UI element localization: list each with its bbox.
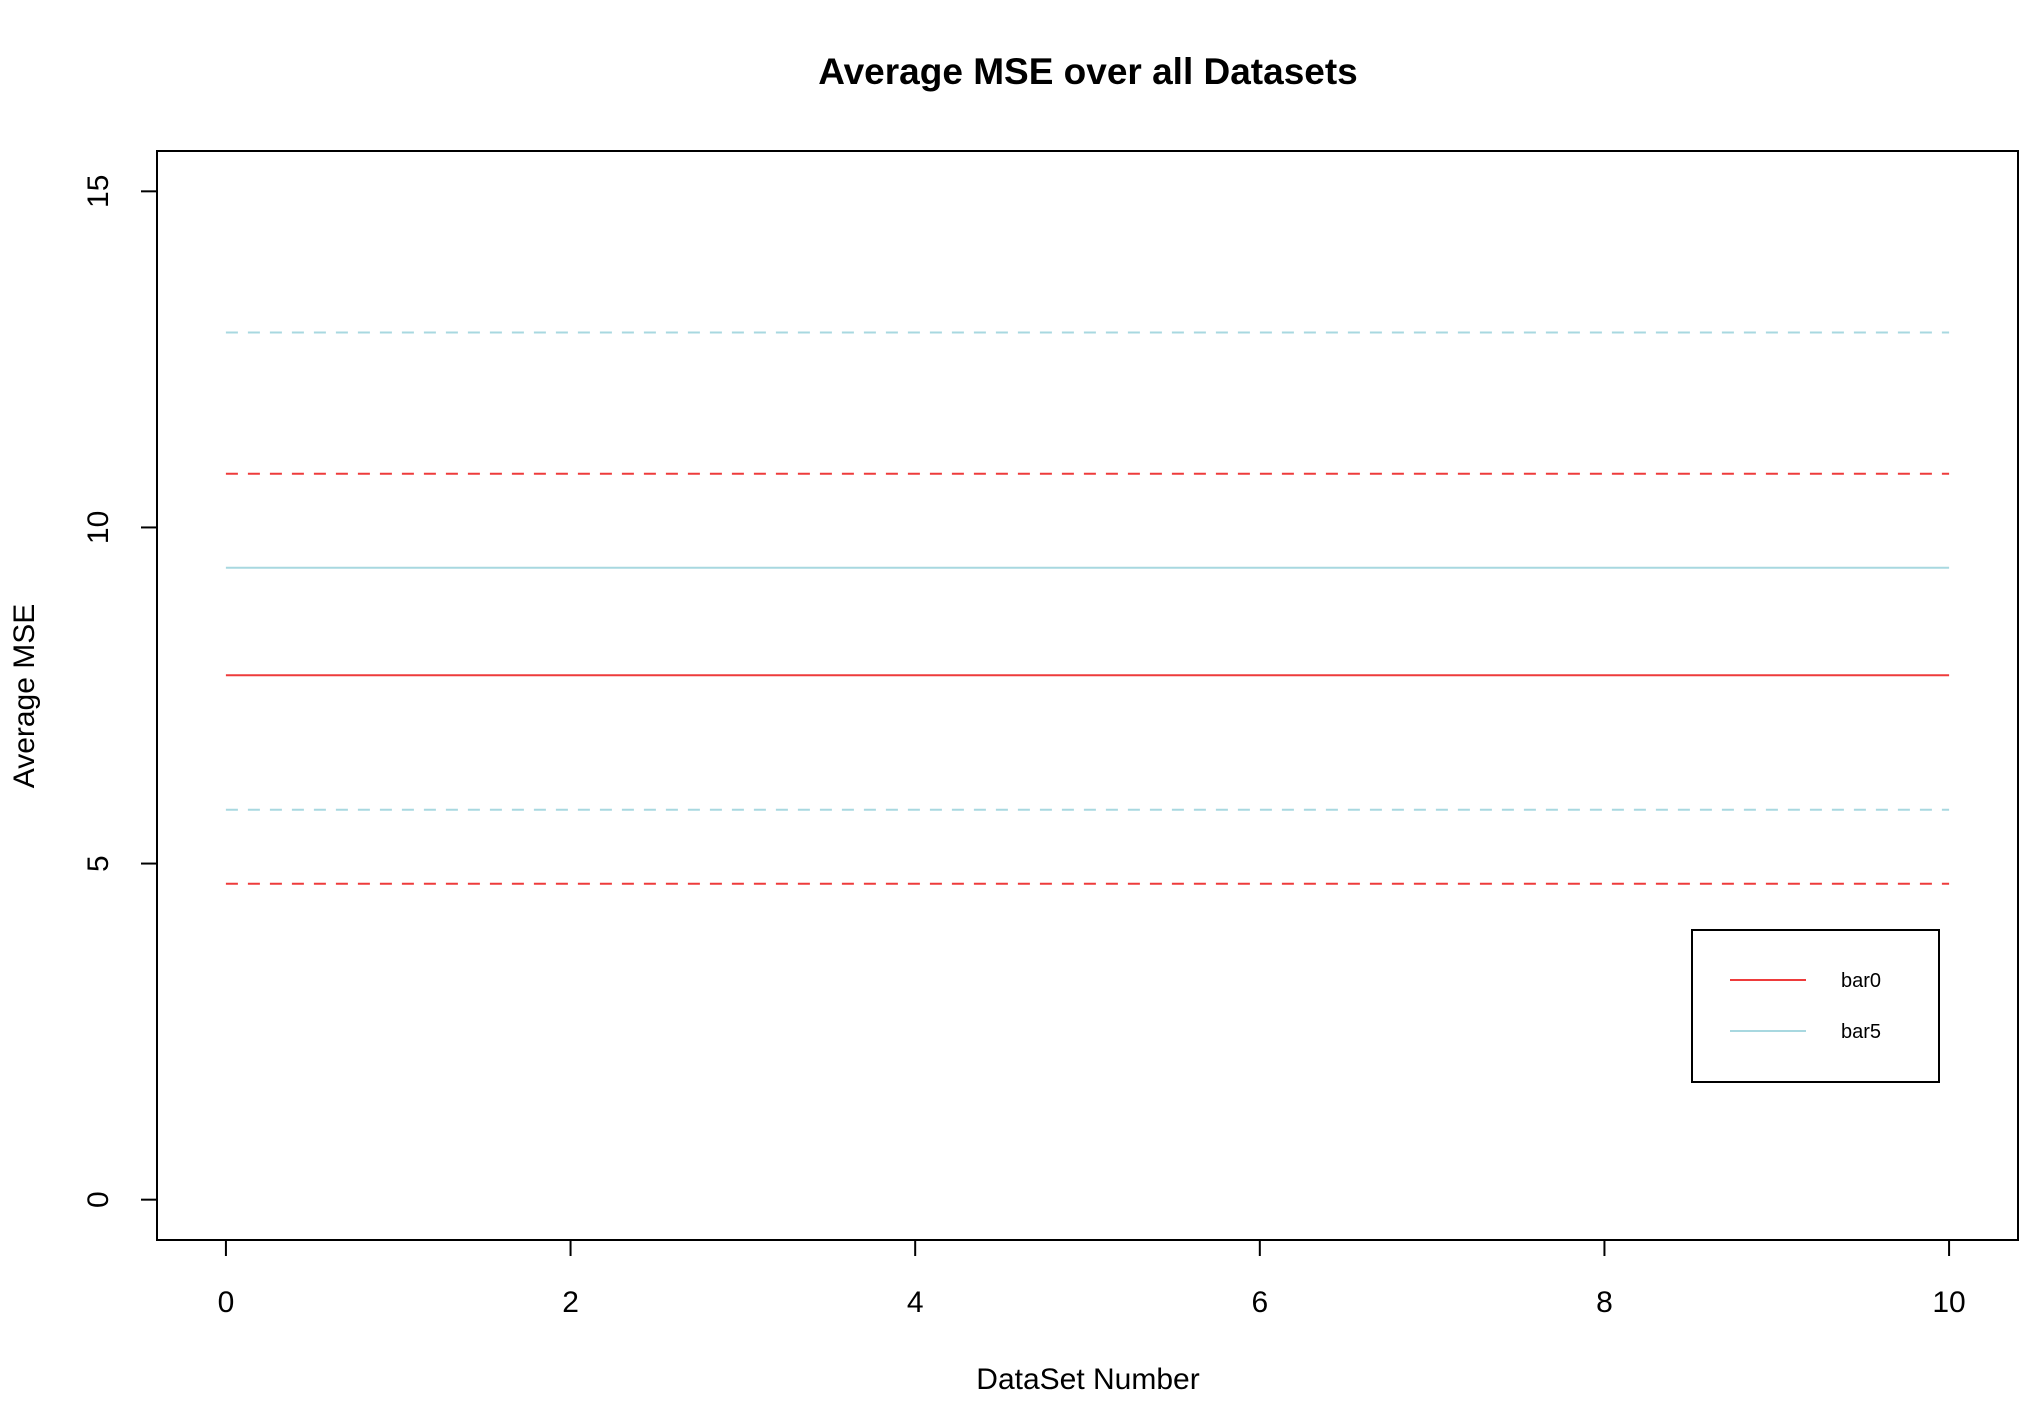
series-layer [225,331,1950,885]
legend-box [1691,929,1940,1083]
x-tick-label-3: 6 [1251,1286,1268,1319]
x-tick-label-2: 4 [907,1286,924,1319]
y-tick-label-3: 15 [82,175,115,208]
x-tick-label-0: 0 [218,1286,235,1319]
x-tick-label-5: 10 [1932,1286,1965,1319]
legend-items: bar0 bar5 [1730,970,1881,1043]
legend-label-bar0: bar0 [1841,970,1881,992]
x-axis: 0 2 4 6 8 10 [218,1239,1966,1319]
legend-label-bar5: bar5 [1841,1021,1881,1043]
x-axis-label: DataSet Number [976,1363,1199,1396]
y-axis: 0 5 10 15 [82,175,158,1208]
legend: bar0 bar5 [1691,929,1940,1083]
y-tick-label-0: 0 [82,1191,115,1208]
y-tick-label-2: 10 [82,511,115,544]
y-tick-label-1: 5 [82,855,115,872]
x-tick-label-4: 8 [1596,1286,1613,1319]
x-tick-label-1: 2 [562,1286,579,1319]
chart-title: Average MSE over all Datasets [818,51,1358,92]
y-axis-label: Average MSE [8,604,41,789]
